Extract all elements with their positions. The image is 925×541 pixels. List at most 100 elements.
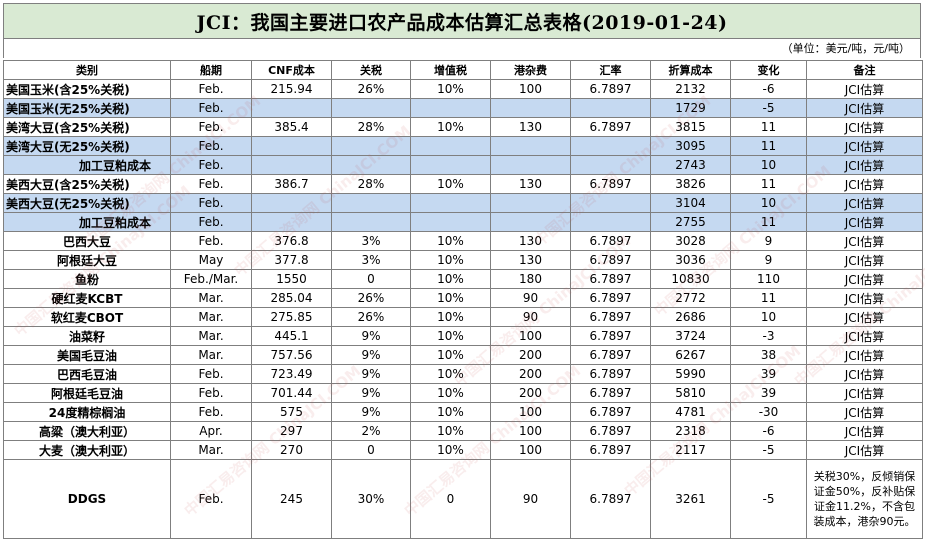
cell-vat: 10% — [410, 402, 491, 422]
cell-converted-cost: 3104 — [650, 193, 731, 213]
cell-exchange-rate: 6.7897 — [570, 421, 651, 441]
cost-table: 类别 船期 CNF成本 关税 增值税 港杂费 汇率 折算成本 变化 备注 美国玉… — [3, 60, 923, 539]
table-row: 阿根廷毛豆油 Feb. 701.44 9% 10% 200 6.7897 5810 39 JCI估… — [3, 383, 923, 403]
table-row: 鱼粉 Feb./Mar. 1550 0 10% 180 6.7897 10830 110 JCI估… — [3, 269, 923, 289]
cell-cnf — [251, 155, 332, 175]
cell-tariff: 9% — [331, 326, 411, 346]
cell-change: -6 — [730, 421, 807, 441]
cell-remark: JCI估算 — [806, 79, 923, 99]
cell-change: 11 — [730, 288, 807, 308]
cell-category: 美西大豆(无25%关税) — [3, 193, 171, 213]
table-row: 加工豆粕成本 Feb. 2743 10 JCI估算 — [3, 155, 923, 175]
cell-vat: 10% — [410, 117, 491, 137]
table-row: 硬红麦KCBT Mar. 285.04 26% 10% 90 6.7897 2772 11 JCI… — [3, 288, 923, 308]
cell-remark: JCI估算 — [806, 364, 923, 384]
cell-exchange-rate: 6.7897 — [570, 231, 651, 251]
cell-shipment: Feb. — [170, 79, 252, 99]
cell-port-fee: 90 — [490, 288, 571, 308]
cell-converted-cost: 4781 — [650, 402, 731, 422]
cell-shipment: Feb. — [170, 212, 252, 232]
cell-vat: 10% — [410, 440, 491, 460]
cell-category: 油菜籽 — [3, 326, 171, 346]
cell-port-fee — [490, 155, 571, 175]
cell-remark: JCI估算 — [806, 193, 923, 213]
cell-exchange-rate — [570, 193, 651, 213]
cell-exchange-rate: 6.7897 — [570, 288, 651, 308]
cell-port-fee: 90 — [490, 459, 571, 539]
table-row: 加工豆粕成本 Feb. 2755 11 JCI估算 — [3, 212, 923, 232]
table-row: 阿根廷大豆 May 377.8 3% 10% 130 6.7897 3036 9 JCI估算 — [3, 250, 923, 270]
cell-exchange-rate — [570, 98, 651, 118]
cell-converted-cost: 3815 — [650, 117, 731, 137]
cell-change: -5 — [730, 440, 807, 460]
cell-category: 鱼粉 — [3, 269, 171, 289]
cell-exchange-rate: 6.7897 — [570, 345, 651, 365]
cell-category: 加工豆粕成本 — [3, 155, 171, 175]
cell-shipment: Feb. — [170, 383, 252, 403]
cell-shipment: Mar. — [170, 307, 252, 327]
header-remark: 备注 — [806, 60, 923, 80]
cell-vat: 10% — [410, 421, 491, 441]
table-row: 24度精棕榈油 Feb. 575 9% 10% 100 6.7897 4781 -30 JCI估算 — [3, 402, 923, 422]
cell-cnf: 377.8 — [251, 250, 332, 270]
cell-tariff: 3% — [331, 231, 411, 251]
cell-vat: 10% — [410, 174, 491, 194]
cell-remark: JCI估算 — [806, 402, 923, 422]
cell-port-fee: 100 — [490, 440, 571, 460]
cell-cnf: 285.04 — [251, 288, 332, 308]
cell-vat: 10% — [410, 326, 491, 346]
cell-shipment: Feb. — [170, 459, 252, 539]
cell-shipment: Feb./Mar. — [170, 269, 252, 289]
cell-exchange-rate: 6.7897 — [570, 364, 651, 384]
cell-change: -30 — [730, 402, 807, 422]
cell-category: 美国玉米(无25%关税) — [3, 98, 171, 118]
cell-shipment: Feb. — [170, 402, 252, 422]
table-row: 巴西大豆 Feb. 376.8 3% 10% 130 6.7897 3028 9 JCI估算 — [3, 231, 923, 251]
cell-vat: 10% — [410, 307, 491, 327]
cell-cnf: 1550 — [251, 269, 332, 289]
cell-converted-cost: 2743 — [650, 155, 731, 175]
table-row: 巴西毛豆油 Feb. 723.49 9% 10% 200 6.7897 5990 39 JCI估算 — [3, 364, 923, 384]
cell-change: 39 — [730, 383, 807, 403]
table-row: 美湾大豆(无25%关税) Feb. 3095 11 JCI估算 — [3, 136, 923, 156]
cell-tariff: 26% — [331, 307, 411, 327]
cell-remark: JCI估算 — [806, 288, 923, 308]
cell-converted-cost: 5990 — [650, 364, 731, 384]
cell-category: 加工豆粕成本 — [3, 212, 171, 232]
cell-change: 11 — [730, 174, 807, 194]
cell-port-fee: 130 — [490, 117, 571, 137]
cell-remark: JCI估算 — [806, 98, 923, 118]
table-row: 高粱（澳大利亚） Apr. 297 2% 10% 100 6.7897 2318 -6 JCI估算 — [3, 421, 923, 441]
cell-exchange-rate: 6.7897 — [570, 117, 651, 137]
cell-tariff: 26% — [331, 288, 411, 308]
cell-shipment: Mar. — [170, 326, 252, 346]
page-title: JCI：我国主要进口农产品成本估算汇总表格(2019-01-24) — [3, 3, 921, 39]
cell-tariff: 0 — [331, 269, 411, 289]
cell-change: -3 — [730, 326, 807, 346]
cell-vat — [410, 136, 491, 156]
cell-port-fee — [490, 193, 571, 213]
cell-shipment: Feb. — [170, 117, 252, 137]
cell-tariff: 9% — [331, 383, 411, 403]
cell-vat — [410, 98, 491, 118]
cell-change: -5 — [730, 98, 807, 118]
cell-vat: 10% — [410, 345, 491, 365]
table-row: 美国玉米(无25%关税) Feb. 1729 -5 JCI估算 — [3, 98, 923, 118]
cell-remark: JCI估算 — [806, 440, 923, 460]
cell-converted-cost: 2318 — [650, 421, 731, 441]
cell-cnf: 386.7 — [251, 174, 332, 194]
cell-remark: JCI估算 — [806, 345, 923, 365]
cell-exchange-rate: 6.7897 — [570, 250, 651, 270]
cell-category: 美西大豆(含25%关税) — [3, 174, 171, 194]
cell-converted-cost: 2117 — [650, 440, 731, 460]
cell-shipment: Feb. — [170, 364, 252, 384]
cell-remark: JCI估算 — [806, 155, 923, 175]
cell-port-fee: 100 — [490, 421, 571, 441]
cell-cnf: 245 — [251, 459, 332, 539]
cell-change: 11 — [730, 212, 807, 232]
cell-category: 美国玉米(含25%关税) — [3, 79, 171, 99]
cell-port-fee: 180 — [490, 269, 571, 289]
table-row: 美湾大豆(含25%关税) Feb. 385.4 28% 10% 130 6.7897 3815… — [3, 117, 923, 137]
table-row: 美国玉米(含25%关税) Feb. 215.94 26% 10% 100 6.7897 213… — [3, 79, 923, 99]
cell-category: 美湾大豆(含25%关税) — [3, 117, 171, 137]
